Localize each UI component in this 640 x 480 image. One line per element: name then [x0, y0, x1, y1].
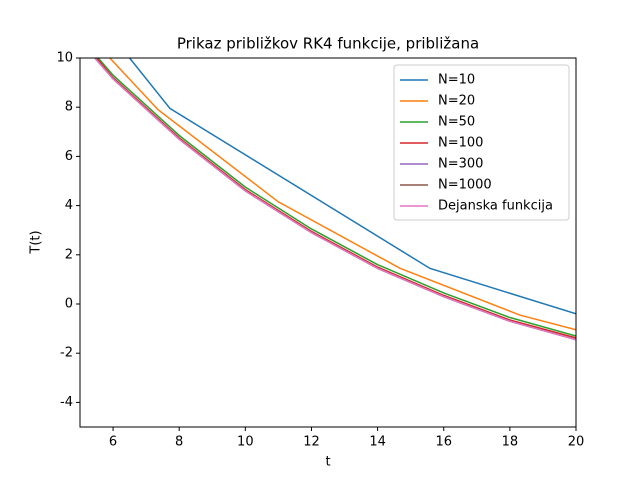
y-tick-label: 2 [65, 247, 73, 262]
series-line [109, 58, 576, 331]
x-tick-label: 14 [369, 435, 386, 450]
legend-label: N=300 [438, 157, 483, 172]
y-tick-label: 6 [65, 149, 73, 164]
y-tick-label: 10 [56, 51, 73, 66]
legend-box [393, 64, 570, 221]
legend-label: N=100 [438, 136, 483, 151]
series-line [97, 58, 576, 337]
x-tick-label: 10 [237, 435, 254, 450]
chart-title: Prikaz približkov RK4 funkcije, približa… [177, 35, 479, 53]
series-line [95, 58, 576, 339]
x-tick-label: 18 [502, 435, 519, 450]
legend-label: N=50 [438, 115, 475, 130]
legend-label: N=10 [438, 73, 475, 88]
y-axis-label: T(t) [29, 230, 44, 254]
series-line [129, 58, 576, 315]
x-tick-label: 16 [435, 435, 452, 450]
plot-lines [94, 58, 576, 341]
series-line [94, 58, 576, 341]
x-tick-label: 12 [303, 435, 320, 450]
plot-frame [79, 57, 577, 428]
legend-label: N=20 [438, 94, 475, 109]
y-tick-label: 0 [65, 297, 73, 312]
y-tick-label: -4 [60, 395, 73, 410]
y-tick-label: 4 [65, 198, 73, 213]
y-tick-label: -2 [60, 346, 73, 361]
legend-label: Dejanska funkcija [438, 199, 553, 214]
x-tick-label: 8 [175, 435, 183, 450]
x-tick-label: 6 [109, 435, 117, 450]
legend-label: N=1000 [438, 178, 492, 193]
x-tick-label: 20 [568, 435, 585, 450]
x-axis-label: t [325, 455, 330, 470]
y-tick-label: 8 [65, 100, 73, 115]
